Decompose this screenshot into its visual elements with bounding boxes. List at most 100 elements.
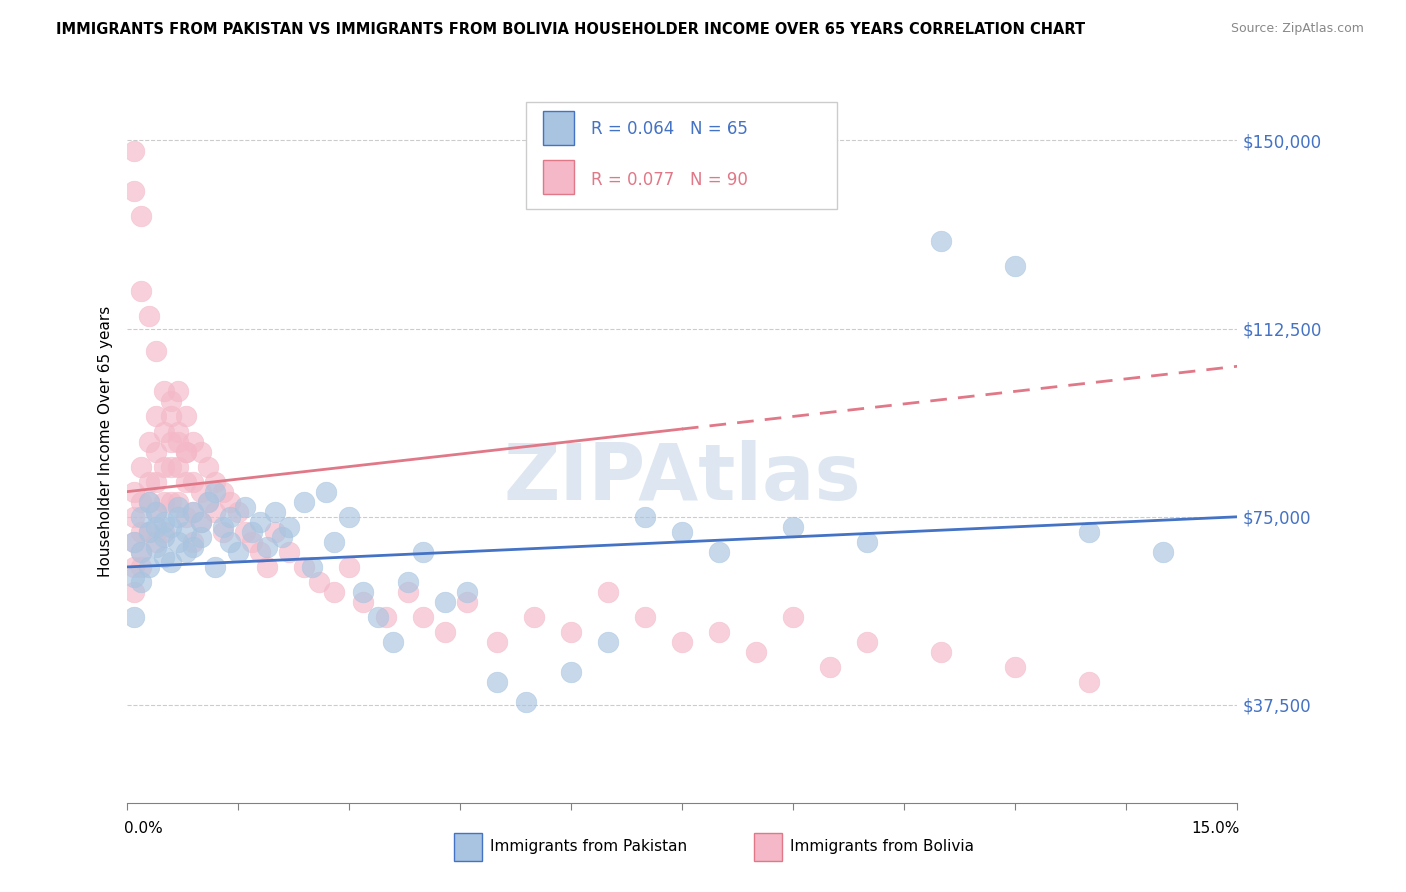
Point bbox=[160, 520, 183, 534]
Point bbox=[122, 534, 145, 549]
Point bbox=[433, 595, 456, 609]
Point bbox=[197, 494, 219, 508]
Point bbox=[1078, 675, 1101, 690]
Point bbox=[707, 625, 730, 640]
Point bbox=[167, 384, 190, 399]
Point bbox=[174, 524, 197, 539]
Point bbox=[204, 505, 226, 519]
Point bbox=[152, 515, 174, 529]
Point bbox=[263, 505, 285, 519]
Text: IMMIGRANTS FROM PAKISTAN VS IMMIGRANTS FROM BOLIVIA HOUSEHOLDER INCOME OVER 65 Y: IMMIGRANTS FROM PAKISTAN VS IMMIGRANTS F… bbox=[56, 22, 1085, 37]
Point bbox=[219, 494, 242, 508]
Text: Immigrants from Pakistan: Immigrants from Pakistan bbox=[489, 838, 688, 854]
Point bbox=[263, 524, 285, 539]
Point bbox=[122, 585, 145, 599]
Point bbox=[160, 394, 183, 409]
Point bbox=[145, 444, 167, 458]
Text: 15.0%: 15.0% bbox=[1192, 822, 1240, 837]
Point bbox=[160, 494, 183, 508]
Point bbox=[152, 524, 174, 539]
Point bbox=[122, 610, 145, 624]
Point bbox=[818, 660, 841, 674]
Point bbox=[197, 494, 219, 508]
Point bbox=[152, 425, 174, 439]
Point bbox=[167, 509, 190, 524]
Point bbox=[412, 545, 434, 559]
Point bbox=[131, 209, 153, 223]
Point bbox=[353, 595, 375, 609]
Point bbox=[219, 534, 242, 549]
Point bbox=[226, 505, 249, 519]
Point bbox=[131, 560, 153, 574]
Point bbox=[122, 570, 145, 584]
Point bbox=[174, 444, 197, 458]
Point bbox=[204, 484, 226, 499]
Point bbox=[145, 344, 167, 359]
Point bbox=[131, 459, 153, 474]
Bar bbox=[543, 111, 574, 145]
Point bbox=[190, 515, 212, 529]
Point bbox=[138, 494, 160, 508]
Text: Source: ZipAtlas.com: Source: ZipAtlas.com bbox=[1230, 22, 1364, 36]
Point bbox=[167, 459, 190, 474]
Point bbox=[433, 625, 456, 640]
Point bbox=[145, 540, 167, 554]
Point bbox=[181, 534, 204, 549]
Point bbox=[1078, 524, 1101, 539]
Point bbox=[233, 500, 256, 514]
Point bbox=[485, 635, 508, 649]
Point bbox=[131, 509, 153, 524]
Point bbox=[353, 585, 375, 599]
Point bbox=[122, 509, 145, 524]
Bar bbox=[754, 833, 782, 861]
Point bbox=[515, 696, 537, 710]
Point bbox=[1004, 259, 1026, 273]
Point bbox=[181, 475, 204, 489]
Point bbox=[256, 560, 278, 574]
Point bbox=[152, 530, 174, 544]
Point bbox=[131, 524, 153, 539]
Point bbox=[271, 530, 294, 544]
Point bbox=[1004, 660, 1026, 674]
Point bbox=[181, 540, 204, 554]
Point bbox=[138, 475, 160, 489]
Point bbox=[174, 545, 197, 559]
Point bbox=[745, 645, 768, 659]
Point bbox=[174, 409, 197, 424]
Point bbox=[122, 144, 145, 158]
Point bbox=[707, 545, 730, 559]
Point bbox=[190, 484, 212, 499]
Point bbox=[190, 444, 212, 458]
Point bbox=[145, 505, 167, 519]
Point bbox=[671, 635, 693, 649]
Bar bbox=[543, 160, 574, 194]
Point bbox=[856, 635, 879, 649]
Point bbox=[122, 484, 145, 499]
Point bbox=[145, 475, 167, 489]
Text: 0.0%: 0.0% bbox=[124, 822, 163, 837]
Point bbox=[337, 509, 360, 524]
Point bbox=[292, 494, 315, 508]
Point bbox=[197, 459, 219, 474]
Point bbox=[167, 434, 190, 449]
Point bbox=[396, 585, 419, 599]
Point bbox=[138, 309, 160, 323]
Point bbox=[152, 459, 174, 474]
Point bbox=[145, 520, 167, 534]
Point bbox=[337, 560, 360, 574]
Point bbox=[596, 635, 619, 649]
Point bbox=[138, 494, 160, 508]
Point bbox=[211, 524, 233, 539]
Point bbox=[219, 509, 242, 524]
Point bbox=[322, 585, 344, 599]
Text: Immigrants from Bolivia: Immigrants from Bolivia bbox=[790, 838, 973, 854]
Point bbox=[204, 475, 226, 489]
Point bbox=[190, 530, 212, 544]
Point bbox=[138, 524, 160, 539]
Point bbox=[160, 434, 183, 449]
Point bbox=[856, 534, 879, 549]
Point bbox=[367, 610, 389, 624]
Point bbox=[292, 560, 315, 574]
Point bbox=[249, 545, 271, 559]
Point bbox=[145, 505, 167, 519]
